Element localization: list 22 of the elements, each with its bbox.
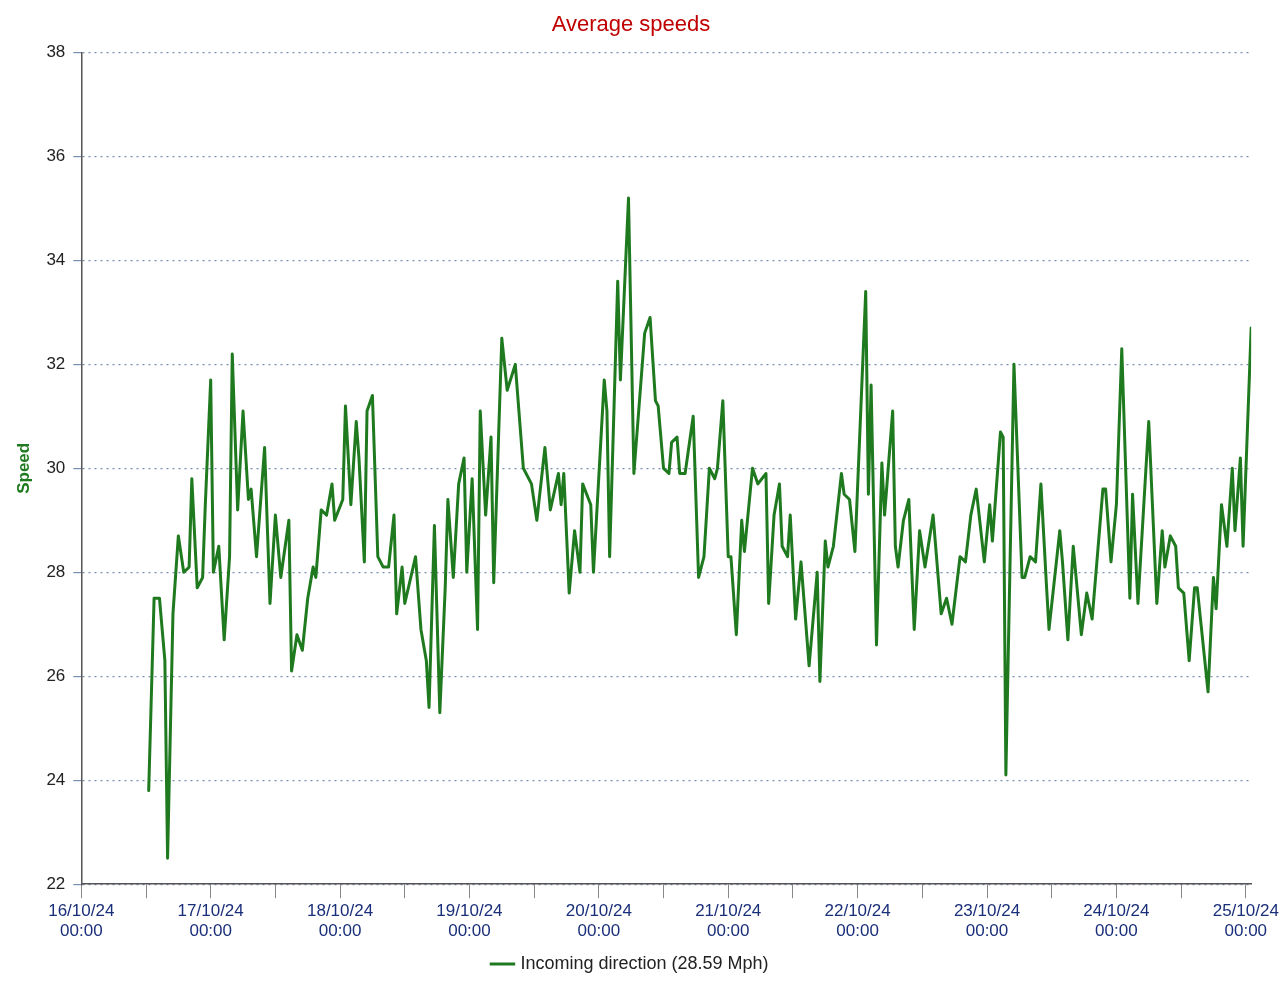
x-tick-label: 20/10/24 00:00	[565, 901, 632, 941]
chart-title: Average speeds	[551, 11, 711, 37]
x-tick-label: 24/10/24 00:00	[1083, 901, 1150, 941]
y-tick-label: 28	[46, 561, 66, 581]
x-tick-label: 25/10/24 00:00	[1212, 901, 1279, 941]
x-tick-label: 23/10/24 00:00	[953, 901, 1021, 941]
x-tick-label: 16/10/24 00:00	[48, 901, 115, 941]
y-tick-label: 36	[46, 146, 66, 166]
y-tick-label: 38	[46, 42, 66, 62]
y-tick-label: 26	[46, 665, 66, 685]
legend-label: Incoming direction (28.59 Mph)	[520, 952, 769, 973]
x-tick-label: 21/10/24 00:00	[695, 901, 762, 941]
y-tick-label: 32	[46, 354, 66, 374]
y-tick-label: 30	[46, 457, 66, 477]
y-tick-label: 22	[46, 873, 66, 893]
y-axis-title: Speed	[13, 442, 33, 494]
x-tick-label: 18/10/24 00:00	[306, 901, 374, 941]
x-tick-label: 19/10/24 00:00	[436, 901, 503, 941]
x-tick-label: 17/10/24 00:00	[177, 901, 244, 941]
y-tick-label: 34	[46, 250, 66, 270]
y-tick-label: 24	[46, 769, 66, 789]
x-tick-label: 22/10/24 00:00	[824, 901, 891, 941]
